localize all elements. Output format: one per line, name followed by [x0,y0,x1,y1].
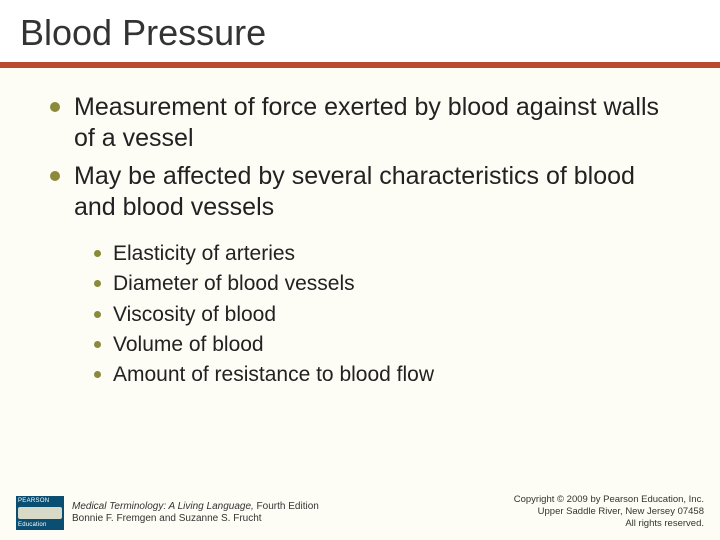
footer-left: PEARSON Education Medical Terminology: A… [16,496,319,530]
footer: PEARSON Education Medical Terminology: A… [0,494,720,530]
logo-top-text: PEARSON [18,498,62,504]
bullet-text: Volume of blood [113,332,264,358]
bullet-dot-icon [94,311,101,318]
bullet-dot-icon [94,341,101,348]
bullet-text: Measurement of force exerted by blood ag… [74,92,680,155]
copyright-line: Copyright © 2009 by Pearson Education, I… [514,494,704,506]
content-area: Measurement of force exerted by blood ag… [0,68,720,388]
logo-bottom-text: Education [18,522,62,528]
bullet-dot-icon [94,280,101,287]
book-edition: Fourth Edition [254,501,319,512]
bullet-text: Elasticity of arteries [113,241,295,267]
pearson-logo-icon: PEARSON Education [16,496,64,530]
bullet-level2: Amount of resistance to blood flow [94,362,680,388]
bullet-level2: Volume of blood [94,332,680,358]
book-authors: Bonnie F. Fremgen and Suzanne S. Frucht [72,513,319,525]
sub-bullet-list: Elasticity of arteries Diameter of blood… [94,241,680,388]
bullet-dot-icon [94,250,101,257]
bullet-level1: May be affected by several characteristi… [50,161,680,224]
bullet-dot-icon [50,171,60,181]
bullet-text: Diameter of blood vessels [113,271,355,297]
bullet-level1: Measurement of force exerted by blood ag… [50,92,680,155]
logo-mid-shape [18,507,62,519]
title-area: Blood Pressure [0,0,720,62]
rights-line: All rights reserved. [514,518,704,530]
book-title-line: Medical Terminology: A Living Language, … [72,501,319,513]
bullet-dot-icon [50,102,60,112]
bullet-dot-icon [94,371,101,378]
address-line: Upper Saddle River, New Jersey 07458 [514,506,704,518]
footer-right: Copyright © 2009 by Pearson Education, I… [514,494,704,530]
book-info: Medical Terminology: A Living Language, … [72,501,319,525]
bullet-text: May be affected by several characteristi… [74,161,680,224]
book-title-italic: Medical Terminology: A Living Language, [72,501,254,512]
bullet-level2: Viscosity of blood [94,302,680,328]
bullet-text: Viscosity of blood [113,302,276,328]
bullet-text: Amount of resistance to blood flow [113,362,434,388]
slide-title: Blood Pressure [20,12,700,54]
bullet-level2: Diameter of blood vessels [94,271,680,297]
bullet-level2: Elasticity of arteries [94,241,680,267]
